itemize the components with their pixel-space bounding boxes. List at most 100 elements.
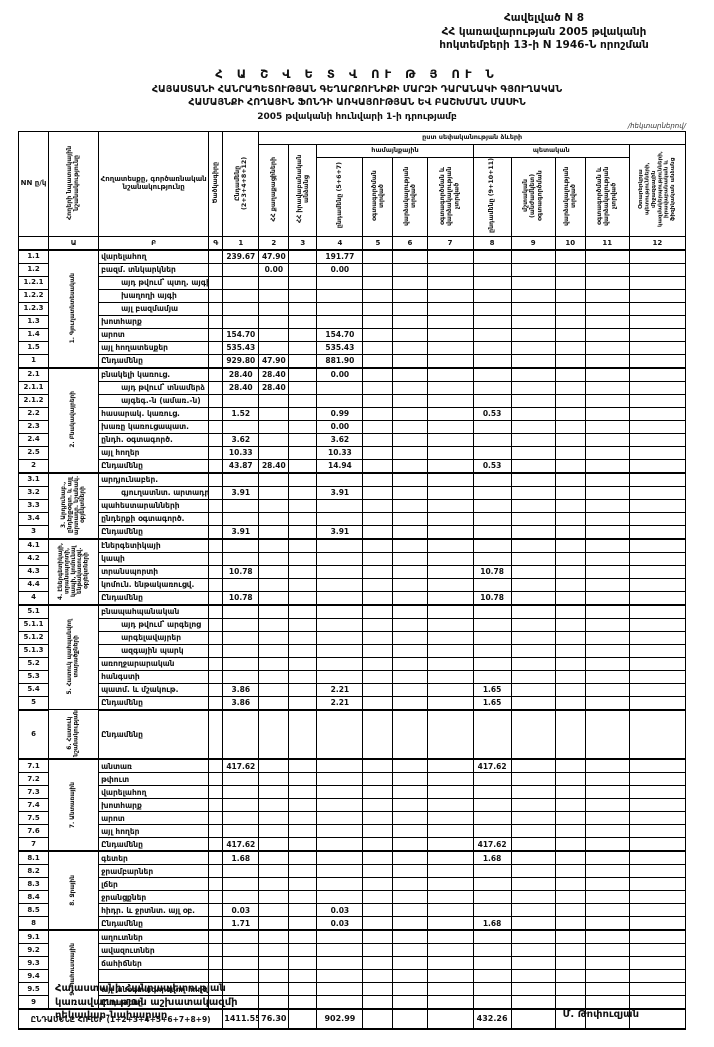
value-cell: [222, 656, 260, 671]
column-number-cell: [17, 235, 50, 251]
code-cell: [208, 353, 224, 369]
value-cell: [288, 301, 318, 316]
value-cell: [472, 772, 512, 787]
value-cell: [628, 824, 687, 839]
land-type-label: առողջարարական: [98, 656, 210, 671]
value-cell: [288, 682, 318, 697]
value-cell: [472, 877, 512, 892]
value-cell: [472, 288, 512, 303]
value-cell: [584, 498, 630, 513]
value-cell: [510, 630, 556, 645]
value-cell: [258, 445, 290, 460]
value-cell: [584, 824, 630, 839]
row-number: 1.2.1: [17, 275, 50, 290]
value-cell: [316, 498, 364, 513]
value-cell: [316, 929, 364, 945]
code-cell: [208, 577, 224, 592]
value-cell: [392, 850, 428, 866]
table-row: 2.2 հասարակ. կառուց. 1.52 0.99 0.53: [17, 406, 687, 421]
col-header-code: Ծածկագիրը: [208, 130, 224, 237]
value-cell: [222, 643, 260, 658]
value-cell: [288, 275, 318, 290]
code-cell: [208, 811, 224, 826]
value-cell: 535.43: [222, 340, 260, 355]
col-header-state-leased: վարձակալության տրված: [554, 156, 586, 237]
value-cell: [510, 590, 556, 606]
value-cell: [426, 772, 474, 787]
value-cell: [584, 314, 630, 329]
value-cell: [426, 643, 474, 658]
row-number: 7.4: [17, 798, 50, 813]
value-cell: [628, 956, 687, 971]
row-number: 1.4: [17, 327, 50, 342]
value-cell: [362, 656, 394, 671]
value-cell: [288, 458, 318, 474]
code-header-text: Ծածկագիրը: [212, 161, 220, 204]
value-cell: [426, 929, 474, 945]
value-cell: [628, 630, 687, 645]
value-cell: [392, 445, 428, 460]
value-cell: [426, 903, 474, 918]
row-number: 6: [17, 709, 50, 761]
value-cell: [288, 366, 318, 382]
value-cell: [258, 772, 290, 787]
value-cell: [554, 432, 586, 447]
value-cell: [392, 419, 428, 434]
value-cell: [584, 590, 630, 606]
value-cell: [288, 485, 318, 500]
row-number: 1: [17, 353, 50, 369]
value-cell: 1.68: [472, 850, 512, 866]
column-number-cell: 1: [222, 235, 260, 251]
land-type-label: արգելավայրեր: [98, 630, 210, 645]
appendix-line: ՀՀ կառավարության 2005 թվականի: [441, 25, 647, 38]
land-type-label: պատմ. և մշակութ.: [98, 682, 210, 697]
value-cell: [258, 969, 290, 984]
land-type-label: ճահիճներ: [98, 956, 210, 971]
table-row: 8.4 ջրանցքներ: [17, 890, 687, 905]
value-cell: [222, 824, 260, 839]
value-cell: [510, 577, 556, 592]
value-cell: [362, 353, 394, 369]
table-row: 2.5 այլ հողեր 10.33 10.33: [17, 445, 687, 460]
table-row: 7.1 7. Անտառային անտառ 417.62 417.62: [17, 758, 687, 852]
value-cell: [510, 340, 556, 355]
value-cell: [472, 551, 512, 566]
value-cell: [472, 327, 512, 342]
value-cell: [584, 695, 630, 711]
value-cell: [258, 916, 290, 932]
value-cell: [288, 471, 318, 487]
row-number: 9: [17, 995, 50, 1011]
land-type-label: այլ հողատեսքեր: [98, 340, 210, 355]
row-number: 5.1: [17, 603, 50, 619]
appendix-line: Հավելված N 8: [503, 12, 585, 24]
value-cell: [392, 811, 428, 826]
land-type-label: Ընդամենը: [98, 353, 210, 369]
value-cell: [316, 785, 364, 800]
value-cell: 417.62: [472, 758, 512, 774]
land-type-label: գյուղատնտ. արտադր.: [98, 485, 210, 500]
land-type-label: կապի: [98, 551, 210, 566]
value-cell: [288, 353, 318, 369]
table-row: 9.3 ճահիճներ: [17, 956, 687, 971]
value-cell: [316, 824, 364, 839]
row-number: 2.1.1: [17, 380, 50, 395]
table-row: 1.3 խոտհարք: [17, 314, 687, 329]
value-cell: [510, 353, 556, 369]
code-cell: [208, 669, 224, 684]
land-type-label: Ընդամենը: [98, 524, 210, 540]
value-cell: [258, 824, 290, 839]
land-type-label: այլ հողեր: [98, 445, 210, 460]
value-cell: [316, 393, 364, 408]
land-type-label: այդ թվում՝ արգելոց: [98, 617, 210, 632]
value-cell: [554, 314, 586, 329]
value-cell: [554, 393, 586, 408]
value-cell: [392, 603, 428, 619]
value-cell: [426, 916, 474, 932]
value-cell: [258, 798, 290, 813]
value-cell: 3.91: [316, 524, 364, 540]
land-type-label: բազմ. տնկարկներ: [98, 262, 210, 277]
value-cell: [510, 643, 556, 658]
value-cell: [392, 824, 428, 839]
value-cell: [426, 248, 474, 264]
value-cell: [362, 864, 394, 879]
